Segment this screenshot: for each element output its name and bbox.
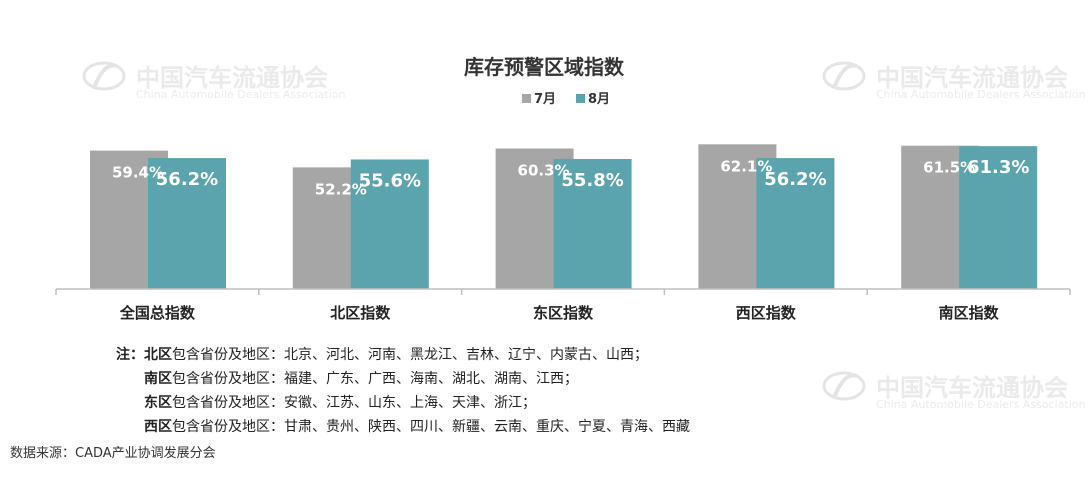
note-region: 南区	[144, 371, 172, 387]
category-label: 北区指数	[330, 304, 391, 322]
note-region: 东区	[144, 395, 172, 411]
data-label: 56.2%	[156, 169, 218, 190]
note-region: 北区	[144, 347, 172, 363]
data-source: 数据来源：CADA产业协调发展分会	[10, 446, 216, 461]
data-label: 62.1%	[720, 157, 772, 175]
note-lead: 注：	[116, 347, 144, 363]
note-text: 包含省份及地区：甘肃、贵州、陕西、四川、新疆、云南、重庆、宁夏、青海、西藏	[172, 419, 690, 435]
bar-aug	[148, 158, 226, 289]
data-label: 60.3%	[518, 162, 570, 180]
note-region: 西区	[144, 419, 172, 435]
legend-label: 7月	[534, 92, 556, 107]
legend-label: 8月	[588, 92, 610, 107]
note-text: 包含省份及地区：北京、河北、河南、黑龙江、吉林、辽宁、内蒙古、山西；	[172, 347, 648, 363]
data-label: 59.4%	[112, 164, 164, 182]
data-label: 56.2%	[764, 169, 826, 190]
legend: 7月 8月	[522, 92, 610, 107]
category-label: 东区指数	[533, 304, 594, 322]
note-line: 东区包含省份及地区：安徽、江苏、山东、上海、天津、浙江；	[116, 391, 690, 415]
note-text: 包含省份及地区：福建、广东、广西、海南、湖北、湖南、江西；	[172, 371, 578, 387]
data-label: 55.6%	[359, 170, 421, 191]
note-text: 包含省份及地区：安徽、江苏、山东、上海、天津、浙江；	[172, 395, 536, 411]
category-labels-group: 全国总指数 北区指数 东区指数 西区指数 南区指数	[119, 304, 1000, 322]
note-line: 南区包含省份及地区：福建、广东、广西、海南、湖北、湖南、江西；	[116, 367, 690, 391]
note-line: 注：北区包含省份及地区：北京、河北、河南、黑龙江、吉林、辽宁、内蒙古、山西；	[116, 343, 690, 367]
cada-logo-icon	[822, 371, 866, 401]
category-label: 全国总指数	[119, 304, 196, 322]
note-line: 西区包含省份及地区：甘肃、贵州、陕西、四川、新疆、云南、重庆、宁夏、青海、西藏	[116, 415, 690, 439]
data-labels-group: 59.4%56.2% 52.2%55.6% 60.3%55.8%62.1%56.2%…	[112, 157, 1029, 198]
chart-title: 库存预警区域指数	[464, 55, 625, 79]
bar-aug	[959, 146, 1038, 289]
data-label: 61.5%	[923, 159, 975, 177]
category-label: 西区指数	[736, 304, 797, 322]
legend-swatch	[576, 94, 585, 103]
category-label: 南区指数	[939, 304, 1000, 322]
x-axis-ticks	[55, 289, 1071, 295]
bar-aug	[756, 158, 835, 289]
bar-chart: 库存预警区域指数 7月 8月 59.4%56.2% 52.2%55.6% 60.3%5…	[55, 55, 1071, 322]
data-label: 52.2%	[315, 180, 367, 198]
bar-aug	[350, 159, 429, 289]
bar-aug	[553, 158, 632, 289]
watermark-cn: 中国汽车流通协会	[876, 373, 1068, 402]
data-label: 55.8%	[561, 170, 623, 191]
bars-group	[90, 144, 1038, 289]
legend-swatch	[522, 94, 531, 103]
notes-block: 注：北区包含省份及地区：北京、河北、河南、黑龙江、吉林、辽宁、内蒙古、山西； 南…	[116, 343, 690, 439]
watermark-en: China Automobile Dealers Association	[876, 398, 1086, 411]
data-label: 61.3%	[967, 157, 1029, 178]
